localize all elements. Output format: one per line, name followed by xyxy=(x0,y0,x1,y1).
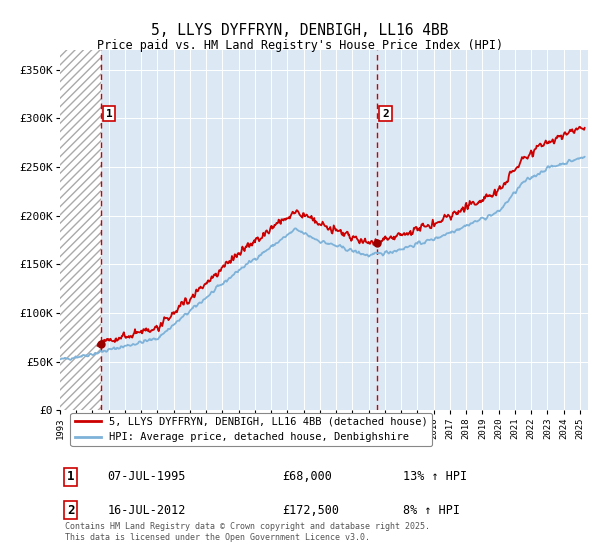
Text: 5, LLYS DYFFRYN, DENBIGH, LL16 4BB: 5, LLYS DYFFRYN, DENBIGH, LL16 4BB xyxy=(151,24,449,38)
Text: 1: 1 xyxy=(106,109,112,119)
Legend: 5, LLYS DYFFRYN, DENBIGH, LL16 4BB (detached house), HPI: Average price, detache: 5, LLYS DYFFRYN, DENBIGH, LL16 4BB (deta… xyxy=(70,413,432,446)
Text: 07-JUL-1995: 07-JUL-1995 xyxy=(107,470,186,483)
Text: 2: 2 xyxy=(382,109,389,119)
Text: £172,500: £172,500 xyxy=(282,503,339,516)
Bar xyxy=(60,50,101,410)
Text: Price paid vs. HM Land Registry's House Price Index (HPI): Price paid vs. HM Land Registry's House … xyxy=(97,39,503,53)
Text: 16-JUL-2012: 16-JUL-2012 xyxy=(107,503,186,516)
Text: £68,000: £68,000 xyxy=(282,470,332,483)
Text: 1: 1 xyxy=(67,470,74,483)
Text: 8% ↑ HPI: 8% ↑ HPI xyxy=(403,503,460,516)
Text: 13% ↑ HPI: 13% ↑ HPI xyxy=(403,470,467,483)
Text: 2: 2 xyxy=(67,503,74,516)
Text: Contains HM Land Registry data © Crown copyright and database right 2025.
This d: Contains HM Land Registry data © Crown c… xyxy=(65,522,430,542)
